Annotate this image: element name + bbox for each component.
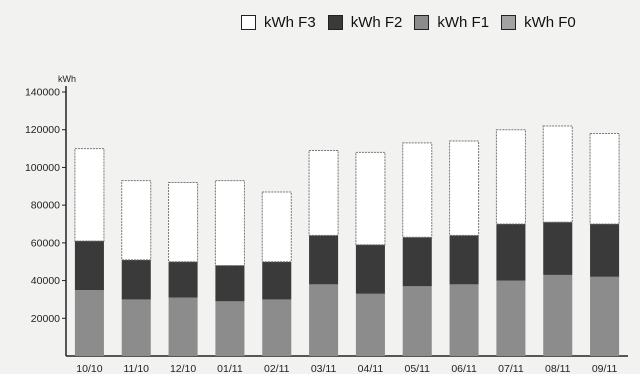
y-tick-label: 40000 <box>31 275 60 287</box>
x-tick-label: 11/10 <box>124 363 150 374</box>
bar-segment-f2 <box>496 224 526 281</box>
legend-swatch-f1 <box>414 14 430 30</box>
legend-item-f2: kWh F2 <box>327 13 403 31</box>
bar-segment-f1 <box>215 301 245 356</box>
legend-item-f0: kWh F0 <box>501 14 576 31</box>
legend-swatch-f2 <box>327 14 343 30</box>
bar-segment-f3 <box>402 142 433 238</box>
bar-segment-f1 <box>355 293 385 356</box>
x-tick-label: 01/11 <box>217 363 243 374</box>
legend-label-f0: kWh F0 <box>524 13 576 31</box>
bar-segment-f1 <box>168 297 198 356</box>
y-tick-label: 80000 <box>31 200 60 212</box>
chart-legend: kWh F3 kWh F2 kWh F1 kWh F0 <box>241 11 588 33</box>
bar-segment-f1 <box>402 286 432 356</box>
x-tick-label: 07/11 <box>498 363 524 374</box>
bar-segment-f1 <box>543 274 573 356</box>
bar-segment-f2 <box>121 259 151 300</box>
legend-label-f2: kWh F2 <box>350 13 403 31</box>
y-tick-label: 60000 <box>31 237 60 249</box>
y-tick-label: 120000 <box>25 124 60 136</box>
x-tick-label: 12/10 <box>170 363 196 374</box>
legend-swatch-f3 <box>241 14 256 30</box>
bar-segment-f2 <box>449 235 479 285</box>
bar-segment-f1 <box>309 284 339 356</box>
bar-segment-f3 <box>589 132 620 225</box>
y-tick-label: 20000 <box>31 313 60 325</box>
legend-label-f3: kWh F3 <box>264 13 316 31</box>
x-tick-label: 06/11 <box>451 363 477 374</box>
bar-segment-f2 <box>309 235 339 285</box>
bar-segment-f2 <box>262 261 292 300</box>
bar-segment-f1 <box>449 284 479 356</box>
bar-segment-f2 <box>168 261 198 298</box>
bar-segment-f3 <box>74 148 105 242</box>
bar-segment-f2 <box>543 222 573 275</box>
x-tick-label: 08/11 <box>545 363 571 374</box>
bar-segment-f2 <box>215 265 245 302</box>
x-tick-label: 02/11 <box>264 363 290 374</box>
y-tick-label: 140000 <box>25 87 60 99</box>
bar-segment-f2 <box>590 224 620 277</box>
bar-segment-f3 <box>121 180 152 261</box>
bar-segment-f1 <box>496 280 526 356</box>
legend-item-f1: kWh F1 <box>414 14 489 31</box>
legend-label-f1: kWh F1 <box>437 13 490 31</box>
bar-segment-f1 <box>590 276 620 356</box>
bar-segment-f3 <box>495 129 526 225</box>
bar-segment-f3 <box>449 140 480 236</box>
x-tick-label: 03/11 <box>311 363 337 374</box>
bar-segment-f3 <box>542 125 573 223</box>
bar-segment-f1 <box>74 290 104 356</box>
y-tick-label: 100000 <box>25 162 60 174</box>
y-axis-label: kWh <box>58 74 76 84</box>
legend-swatch-f0 <box>501 14 517 30</box>
bar-segment-f2 <box>74 240 104 290</box>
bar-segment-f2 <box>355 244 385 294</box>
bar-segment-f2 <box>402 237 432 287</box>
bar-segment-f1 <box>262 299 292 356</box>
x-tick-label: 05/11 <box>405 363 431 374</box>
x-tick-label: 10/10 <box>76 363 102 374</box>
bar-segment-f3 <box>308 149 339 236</box>
bar-segment-f1 <box>121 299 151 356</box>
x-tick-label: 04/11 <box>358 363 384 374</box>
legend-item-f3: kWh F3 <box>241 14 316 31</box>
x-tick-label: 09/11 <box>592 363 618 374</box>
bar-segment-f3 <box>355 151 386 246</box>
bar-segment-f3 <box>214 180 245 266</box>
bar-segment-f3 <box>261 191 292 263</box>
bar-segment-f3 <box>168 182 199 263</box>
